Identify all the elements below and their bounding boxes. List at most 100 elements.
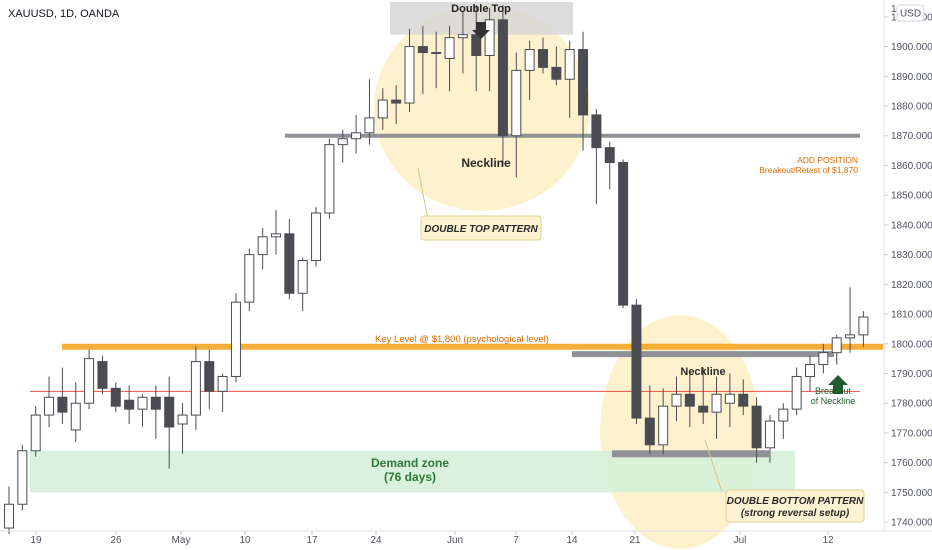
candle-body (644, 417, 655, 446)
candle-body (658, 405, 669, 446)
candle (818, 343, 829, 374)
time-tick-label: 26 (110, 535, 122, 546)
symbol-label: XAUUSD, 1D, OANDA (8, 8, 120, 20)
currency-badge (896, 4, 925, 22)
candle-body (497, 19, 508, 137)
add-position-label: ADD POSITION (797, 155, 858, 165)
price-tick-label: 1750.000 (891, 488, 932, 499)
price-tick-label: 1770.000 (891, 428, 932, 439)
double-top-neckline-label: Neckline (461, 156, 511, 170)
price-tick-label: 1870.000 (891, 131, 932, 142)
price-tick-label: 1880.000 (891, 102, 932, 113)
price-tick-label: 1900.000 (891, 42, 932, 53)
candle-body (17, 450, 28, 505)
price-tick-label: 1780.000 (891, 399, 932, 410)
candle-body (551, 66, 562, 80)
candle-body (831, 337, 842, 354)
candle (484, 7, 495, 92)
time-tick-label: 24 (370, 535, 382, 546)
candle (471, 4, 482, 92)
candle (845, 287, 856, 353)
candle-body (84, 358, 95, 404)
candle (44, 376, 55, 427)
candle (791, 367, 802, 416)
candle (417, 25, 428, 95)
candle-body (244, 254, 255, 303)
candle-body (538, 49, 548, 68)
candle (337, 129, 348, 163)
candle (497, 4, 508, 166)
candle-body (110, 387, 121, 407)
time-tick-label: 10 (239, 535, 251, 546)
candle (764, 415, 775, 463)
double-bottom-callout-line (704, 439, 723, 493)
time-tick-label: 19 (30, 535, 42, 546)
candle (524, 40, 535, 101)
candle-body (805, 364, 815, 377)
candle (658, 388, 669, 454)
candle-body (97, 361, 108, 389)
candle-body (284, 233, 295, 294)
candle-body (377, 99, 388, 119)
candle (778, 403, 789, 439)
demand-zone-label: Demand zone (371, 456, 449, 470)
candle (604, 141, 615, 190)
candle (97, 355, 108, 395)
candle (351, 114, 362, 154)
candle (671, 376, 682, 422)
candles-layer (4, 4, 869, 534)
candle-body (4, 503, 14, 529)
candle-body (738, 393, 749, 407)
candle-body (70, 402, 81, 431)
candle (404, 28, 415, 112)
candle-body (351, 132, 362, 140)
candle (751, 397, 762, 463)
demand-zone (30, 450, 795, 493)
candle (578, 31, 589, 151)
candle (284, 218, 295, 300)
time-tick-label: May (172, 535, 191, 546)
double-top-label: Double Top (451, 3, 511, 15)
candle (177, 403, 188, 454)
candle (364, 79, 375, 145)
candle (538, 37, 548, 74)
candle-body (618, 161, 629, 306)
candle (444, 25, 455, 92)
candle (17, 444, 28, 511)
breakout-sublabel: of Neckline (811, 396, 856, 406)
candle (70, 382, 81, 442)
candle (297, 257, 308, 312)
candle-body (364, 117, 375, 134)
candle-body (457, 34, 468, 39)
candle (591, 108, 602, 205)
candle-body (764, 420, 775, 449)
candle-body (150, 396, 161, 410)
candle (217, 373, 228, 413)
price-tick-label: 1860.000 (891, 161, 932, 172)
price-tick-label: 1890.000 (891, 72, 932, 83)
price-tick-label: 1830.000 (891, 250, 932, 261)
price-tick-label: 1790.000 (891, 369, 932, 380)
candle (124, 385, 135, 425)
candle-body (578, 49, 589, 116)
candle (311, 207, 322, 267)
candle (271, 210, 281, 255)
candle-body (431, 52, 442, 55)
candle-body (30, 414, 41, 452)
candle-body (751, 405, 762, 449)
time-tick-label: Jul (734, 535, 747, 546)
candle (257, 227, 268, 270)
candle-body (524, 49, 535, 71)
candle-body (671, 393, 682, 407)
time-tick-label: 12 (822, 535, 834, 546)
candle-body (324, 144, 335, 214)
price-tick-label: 1850.000 (891, 191, 932, 202)
candle (724, 373, 735, 427)
level-lines-layer (30, 133, 883, 458)
candle-body (444, 37, 455, 59)
candle-body (257, 236, 268, 256)
breakout-label: Breakout (815, 386, 852, 396)
candle (164, 376, 175, 469)
candle-body (631, 304, 642, 419)
